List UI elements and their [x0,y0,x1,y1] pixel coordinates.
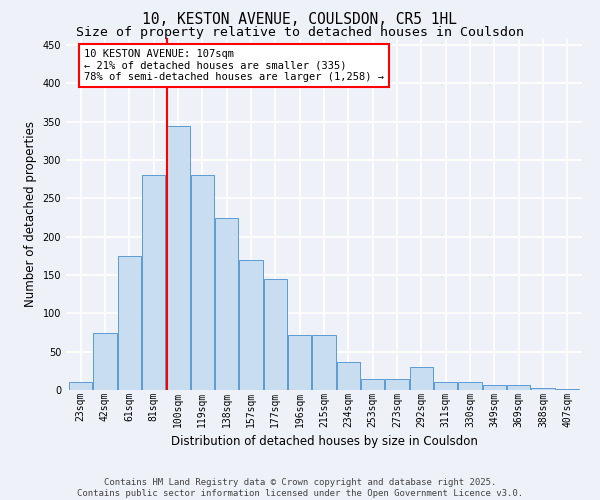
Bar [142,176,165,390]
Bar [337,362,360,390]
Bar [69,382,92,390]
Bar [118,256,141,390]
Bar [313,335,335,390]
Bar [483,384,506,390]
Bar [239,260,263,390]
Bar [410,367,433,390]
Bar [215,218,238,390]
Bar [434,382,457,390]
Bar [532,388,554,390]
Bar [556,389,579,390]
Bar [166,126,190,390]
Bar [361,378,384,390]
Bar [458,382,482,390]
Y-axis label: Number of detached properties: Number of detached properties [24,120,37,306]
X-axis label: Distribution of detached houses by size in Coulsdon: Distribution of detached houses by size … [170,435,478,448]
Text: Size of property relative to detached houses in Coulsdon: Size of property relative to detached ho… [76,26,524,39]
Text: 10, KESTON AVENUE, COULSDON, CR5 1HL: 10, KESTON AVENUE, COULSDON, CR5 1HL [143,12,458,28]
Bar [507,384,530,390]
Bar [385,380,409,390]
Bar [94,332,116,390]
Bar [264,279,287,390]
Bar [288,335,311,390]
Text: 10 KESTON AVENUE: 107sqm
← 21% of detached houses are smaller (335)
78% of semi-: 10 KESTON AVENUE: 107sqm ← 21% of detach… [84,49,384,82]
Text: Contains HM Land Registry data © Crown copyright and database right 2025.
Contai: Contains HM Land Registry data © Crown c… [77,478,523,498]
Bar [191,176,214,390]
